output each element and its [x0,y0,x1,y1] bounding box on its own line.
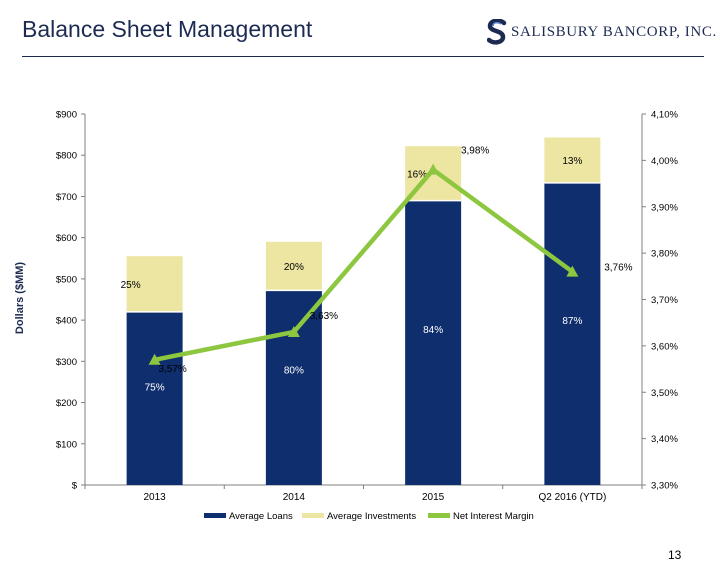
bar-average-loans [405,200,462,486]
bar-average-investments [126,256,183,312]
page-number: 13 [668,548,682,562]
legend-swatch [302,513,324,518]
x-tick-label: 2014 [283,492,306,503]
bar-label-average-loans: 84% [423,325,443,336]
bar-average-loans [544,182,601,485]
legend-label: Average Investments [327,511,416,522]
x-tick-label: Q2 2016 (YTD) [538,492,606,503]
y2-tick-label: 3,60% [651,341,678,352]
y-tick-label: $200 [56,398,77,409]
y2-tick-label: 3,90% [651,202,678,213]
bar-average-investments [265,241,322,291]
y2-tick-label: 3,80% [651,249,678,260]
legend-swatch [204,513,226,518]
data-label-net-interest-margin: 3,76% [604,263,632,274]
marker-net-interest-margin [566,265,579,277]
legend-swatch [428,513,450,518]
bar-label-average-investments: 20% [284,262,304,273]
y-axis-title: Dollars ($MM) [14,262,26,334]
company-name: SALISBURY BANCORP, INC. [511,23,717,40]
marker-net-interest-margin [148,353,161,365]
bar-label-average-loans: 75% [145,382,165,393]
page-title: Balance Sheet Management [22,16,313,42]
y-tick-label: $600 [56,233,77,244]
y2-tick-label: 4,10% [651,110,678,121]
title-divider [22,56,704,57]
y-tick-label: $800 [56,151,77,162]
salisbury-s-logo-icon [487,19,507,45]
y-tick-label: $300 [56,357,77,368]
bar-average-investments [544,137,601,183]
bar-average-loans [265,290,322,485]
x-tick-label: 2013 [144,492,167,503]
data-label-net-interest-margin: 3,63% [310,311,338,322]
series-line-net-interest-margin [154,167,574,362]
legend-label: Net Interest Margin [453,511,534,522]
bar-label-average-investments: 13% [562,156,582,167]
y2-tick-label: 3,30% [651,481,678,492]
bar-label-average-investments: 16% [407,169,427,180]
y-tick-label: $100 [56,439,77,450]
y2-tick-label: 3,70% [651,295,678,306]
x-tick-label: 2015 [422,492,445,503]
y2-tick-label: 3,40% [651,434,678,445]
marker-net-interest-margin [287,325,300,337]
bar-label-average-loans: 80% [284,366,304,377]
y2-tick-label: 4,00% [651,156,678,167]
y-tick-label: $900 [56,110,77,121]
y-tick-label: $500 [56,274,77,285]
bar-label-average-loans: 87% [562,316,582,327]
y-tick-label: $400 [56,316,77,327]
data-label-net-interest-margin: 3,98% [461,146,489,157]
y2-tick-label: 3,50% [651,388,678,399]
company-logo: SALISBURY BANCORP, INC. [487,18,717,46]
data-label-net-interest-margin: 3,57% [158,364,186,375]
legend-label: Average Loans [229,511,293,522]
y-tick-label: $700 [56,192,77,203]
y-tick-label: $ [72,481,78,492]
marker-net-interest-margin [427,163,440,175]
bar-average-loans [126,311,183,485]
bar-label-average-investments: 25% [121,280,141,291]
